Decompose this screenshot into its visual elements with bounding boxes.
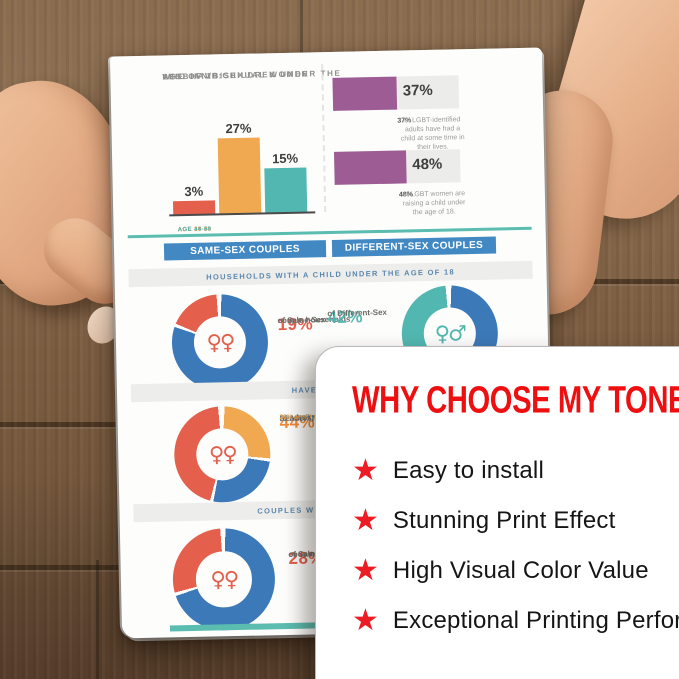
bar-age-18-29: 3% [173,184,216,216]
promo-bullet-text: High Visual Color Value [392,557,649,584]
age-bar-chart: 3% 27% 15% AGE 18-29 AGE 30-44 AGE 44-59 [165,92,318,233]
promo-bullet: ★ Stunning Print Effect [352,496,679,546]
stat-caption: 37% of LGBT-identified adults have had a… [327,115,467,151]
stat-bar-track: 37% [332,75,460,111]
age-category-label: AGE 44-59 [177,226,212,234]
bar-value-label: 27% [225,120,252,136]
promo-bullet: ★ High Visual Color Value [352,546,679,596]
header-same-sex-couples: SAME-SEX COUPLES [163,240,327,261]
header-different-sex-couples: DIFFERENT-SEX COUPLES [331,236,497,257]
star-icon: ★ [352,603,379,638]
star-icon: ★ [352,453,379,488]
stat-bar-fill [332,76,398,111]
donut-chart-44: ♀♀ [173,405,272,504]
bar-value-label: 3% [184,183,204,200]
section-band-households: HOUSEHOLDS WITH A CHILD UNDER THE AGE OF… [128,260,533,288]
promo-bullet-text: Exceptional Printing Performace [392,607,679,634]
promo-bullet-text: Stunning Print Effect [392,507,616,534]
stat-37: 37% 37% of LGBT-identified adults have h… [332,75,465,151]
bar [217,137,262,215]
bar-age-30-44: 27% [217,120,262,215]
female-female-icon: ♀♀ [193,315,247,369]
stat-caption: 48% of LGBT women are raising a child un… [329,189,469,216]
donut-caption-line: of Different-Sex [327,307,388,319]
bar-value-label: 15% [271,150,299,167]
stat-value: 37% [402,81,433,100]
stat-caption-text: of LGBT-identified adults have had a chi… [400,116,465,152]
bar [264,167,308,214]
heading-line: AGE OF 18: [162,71,223,82]
female-female-icon: ♀♀ [195,551,253,608]
promo-bullet-list: ★ Easy to install ★ Stunning Print Effec… [352,446,679,646]
star-icon: ★ [352,503,379,538]
donut-chart-28: ♀♀ [171,527,276,632]
donut-chart-19: ♀♀ [170,293,269,392]
promo-title: WHY CHOOSE MY TONER [352,378,679,422]
promo-card: WHY CHOOSE MY TONER ★ Easy to install ★ … [315,346,679,679]
stat-bar-track: 48% [333,149,461,185]
bar-age-44-59: 15% [264,150,308,214]
star-icon: ★ [352,553,379,588]
female-female-icon: ♀♀ [195,427,249,481]
stat-value: 48% [412,155,443,174]
promo-bullet: ★ Easy to install [352,446,679,496]
promo-bullet-text: Easy to install [392,457,544,484]
column-divider [321,64,327,213]
wood-plank-joint [96,560,99,679]
stat-48: 48% 48% of LGBT women are raising a chil… [333,149,465,216]
stat-caption-text: of LGBT women are raising a child under … [402,190,466,217]
stat-bar-fill [333,150,407,185]
promo-bullet: ★ Exceptional Printing Performace [352,596,679,646]
